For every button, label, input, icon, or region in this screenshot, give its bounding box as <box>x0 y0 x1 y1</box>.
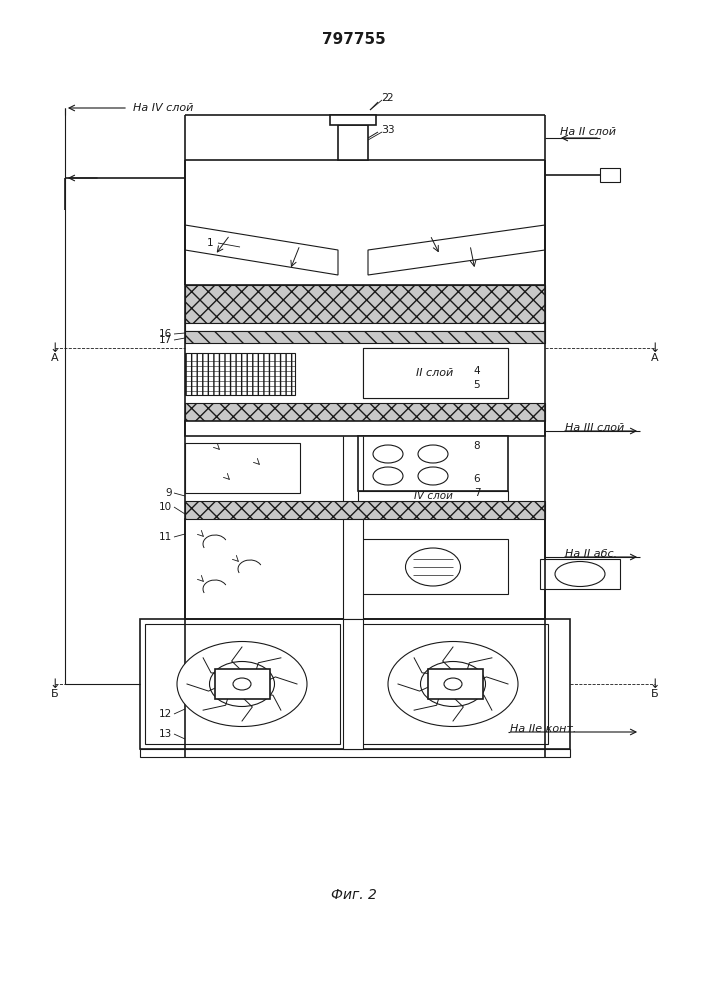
Bar <box>185 519 545 619</box>
Text: А: А <box>51 353 59 363</box>
Bar <box>343 519 363 619</box>
Ellipse shape <box>373 445 403 463</box>
Text: 2: 2 <box>382 93 389 103</box>
Ellipse shape <box>373 467 403 485</box>
Bar <box>358 624 548 744</box>
Text: 16: 16 <box>159 329 172 339</box>
Text: На IV слой: На IV слой <box>133 103 194 113</box>
Bar <box>185 331 545 343</box>
Bar <box>338 125 368 160</box>
Text: Б: Б <box>651 689 659 699</box>
Ellipse shape <box>233 678 251 690</box>
Text: 6: 6 <box>474 474 480 484</box>
Text: 8: 8 <box>474 441 480 451</box>
Ellipse shape <box>177 642 307 726</box>
Text: На II слой: На II слой <box>560 127 616 137</box>
Bar <box>358 436 508 491</box>
Bar <box>185 323 545 331</box>
Text: ↓: ↓ <box>49 678 60 690</box>
Text: 12: 12 <box>159 709 172 719</box>
Bar <box>358 491 508 501</box>
Text: 3: 3 <box>387 125 393 135</box>
Text: 9: 9 <box>165 488 172 498</box>
Text: На III слой: На III слой <box>565 423 624 433</box>
Bar <box>428 669 483 699</box>
Ellipse shape <box>444 678 462 690</box>
Bar <box>363 348 508 398</box>
Bar <box>185 403 545 421</box>
Text: 11: 11 <box>159 532 172 542</box>
Text: На IIе конт.: На IIе конт. <box>510 724 576 734</box>
Ellipse shape <box>421 662 486 706</box>
Ellipse shape <box>418 445 448 463</box>
Text: А: А <box>651 353 659 363</box>
Text: 4: 4 <box>474 366 480 376</box>
Text: ↓: ↓ <box>49 342 60 355</box>
Text: 5: 5 <box>474 380 480 390</box>
Bar <box>600 168 620 182</box>
Ellipse shape <box>388 642 518 726</box>
Bar <box>185 285 545 323</box>
Ellipse shape <box>555 562 605 586</box>
Text: ↓: ↓ <box>650 678 660 690</box>
Polygon shape <box>185 225 338 275</box>
Text: На II абс.: На II абс. <box>565 549 617 559</box>
Bar <box>185 443 300 493</box>
Bar <box>330 115 376 125</box>
Bar <box>140 619 570 749</box>
Bar <box>358 539 508 594</box>
Bar <box>140 749 570 757</box>
Bar <box>363 348 508 398</box>
Ellipse shape <box>418 467 448 485</box>
Bar <box>185 501 545 519</box>
Bar <box>540 559 620 589</box>
Text: 7: 7 <box>474 488 480 498</box>
Text: 1: 1 <box>206 238 214 248</box>
Text: 10: 10 <box>159 502 172 512</box>
Ellipse shape <box>406 548 460 586</box>
Text: Фиг. 2: Фиг. 2 <box>331 888 377 902</box>
Bar <box>185 353 295 395</box>
Text: 2: 2 <box>387 93 393 103</box>
Polygon shape <box>368 225 545 275</box>
Text: 17: 17 <box>159 335 172 345</box>
Text: 13: 13 <box>159 729 172 739</box>
Bar <box>343 619 363 749</box>
Text: ↓: ↓ <box>650 342 660 355</box>
Text: 797755: 797755 <box>322 32 386 47</box>
Text: Б: Б <box>51 689 59 699</box>
Text: 3: 3 <box>382 125 389 135</box>
Bar <box>145 624 340 744</box>
Text: IV слой: IV слой <box>414 491 452 501</box>
Bar <box>185 421 545 436</box>
Text: II слой: II слой <box>416 368 454 378</box>
Ellipse shape <box>209 662 274 706</box>
Bar <box>215 669 270 699</box>
